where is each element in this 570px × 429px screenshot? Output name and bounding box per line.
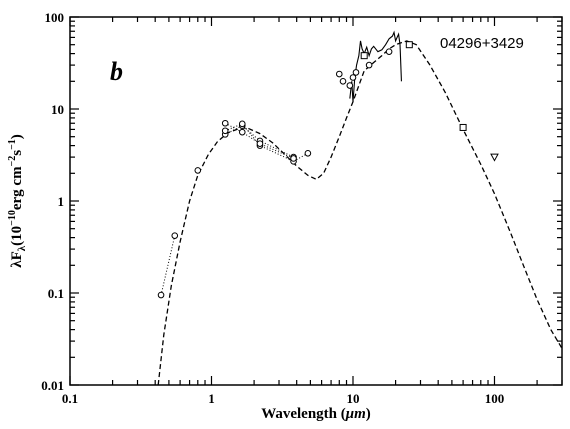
data-point-circle [304, 149, 312, 157]
y-axis-title: λFλ(10−10erg cm−2s−1) [7, 134, 28, 268]
x-axis-title: Wavelength (μm) [261, 406, 371, 422]
plot-frame [69, 16, 563, 386]
x-axis-title-unit: μm [345, 406, 366, 422]
data-point-circle [194, 167, 202, 174]
data-point-circle [221, 119, 229, 127]
series-0 [157, 40, 563, 386]
y-axis-title-sub: λ [16, 245, 28, 251]
x-tick-label: 10 [346, 391, 359, 406]
x-tick-label: 100 [485, 391, 505, 406]
y-axis-title-exp2: −2 [7, 156, 18, 167]
data-point-circle [346, 82, 354, 89]
data-point-circle [238, 120, 246, 128]
series-5 [221, 119, 297, 162]
y-axis-title-units-b: erg cm [9, 166, 25, 210]
y-axis-title-exp1: −10 [7, 210, 18, 226]
photometry-connector [225, 123, 309, 162]
y-axis-title-units-d: ) [9, 134, 25, 139]
y-axis-title-exp3: −1 [7, 139, 18, 150]
data-point-circle [221, 127, 229, 135]
y-tick-label: 0.1 [48, 286, 64, 301]
y-tick-label: 10 [51, 102, 64, 117]
data-point-upper-limit [490, 153, 499, 162]
data-point-circle [339, 78, 347, 85]
x-axis-title-close: ) [366, 406, 371, 422]
spectrum-line [349, 30, 402, 102]
series-1 [349, 30, 402, 102]
photometry-connector [160, 235, 176, 296]
data-point-circle [290, 155, 297, 162]
photometry-connector [224, 122, 294, 159]
data-point-circle [365, 61, 373, 69]
y-axis-title-units-c: s [9, 150, 25, 156]
y-tick-label: 100 [45, 10, 65, 25]
x-tick-label: 1 [208, 391, 215, 406]
data-point-square [459, 123, 467, 131]
data-point-circle [349, 74, 357, 81]
source-annotation: 04296+3429 [440, 35, 524, 52]
data-point-circle [335, 70, 343, 78]
y-tick-label: 1 [58, 194, 65, 209]
data-point-circle [256, 140, 264, 147]
y-axis-title-lambda: λF [9, 251, 25, 268]
data-point-circle [157, 291, 165, 299]
axis-ticks [69, 16, 563, 386]
series-8 [490, 153, 499, 162]
series-2 [157, 232, 179, 299]
photometry-connector [224, 125, 294, 158]
panel-label: b [110, 57, 123, 86]
x-tick-label: 0.1 [62, 391, 78, 406]
data-series [157, 30, 563, 386]
data-point-circle [352, 69, 360, 76]
model-curve [157, 40, 563, 386]
data-point-square [360, 52, 368, 60]
y-axis-title-units-a: (10 [9, 226, 25, 246]
data-point-circle [171, 232, 179, 239]
data-point-square [405, 41, 413, 49]
y-tick-label: 0.01 [41, 378, 64, 393]
data-point-circle [385, 48, 393, 55]
series-7 [360, 41, 467, 131]
series-4 [221, 120, 312, 165]
x-axis-title-main: Wavelength ( [261, 406, 346, 422]
data-point-circle [238, 128, 246, 136]
